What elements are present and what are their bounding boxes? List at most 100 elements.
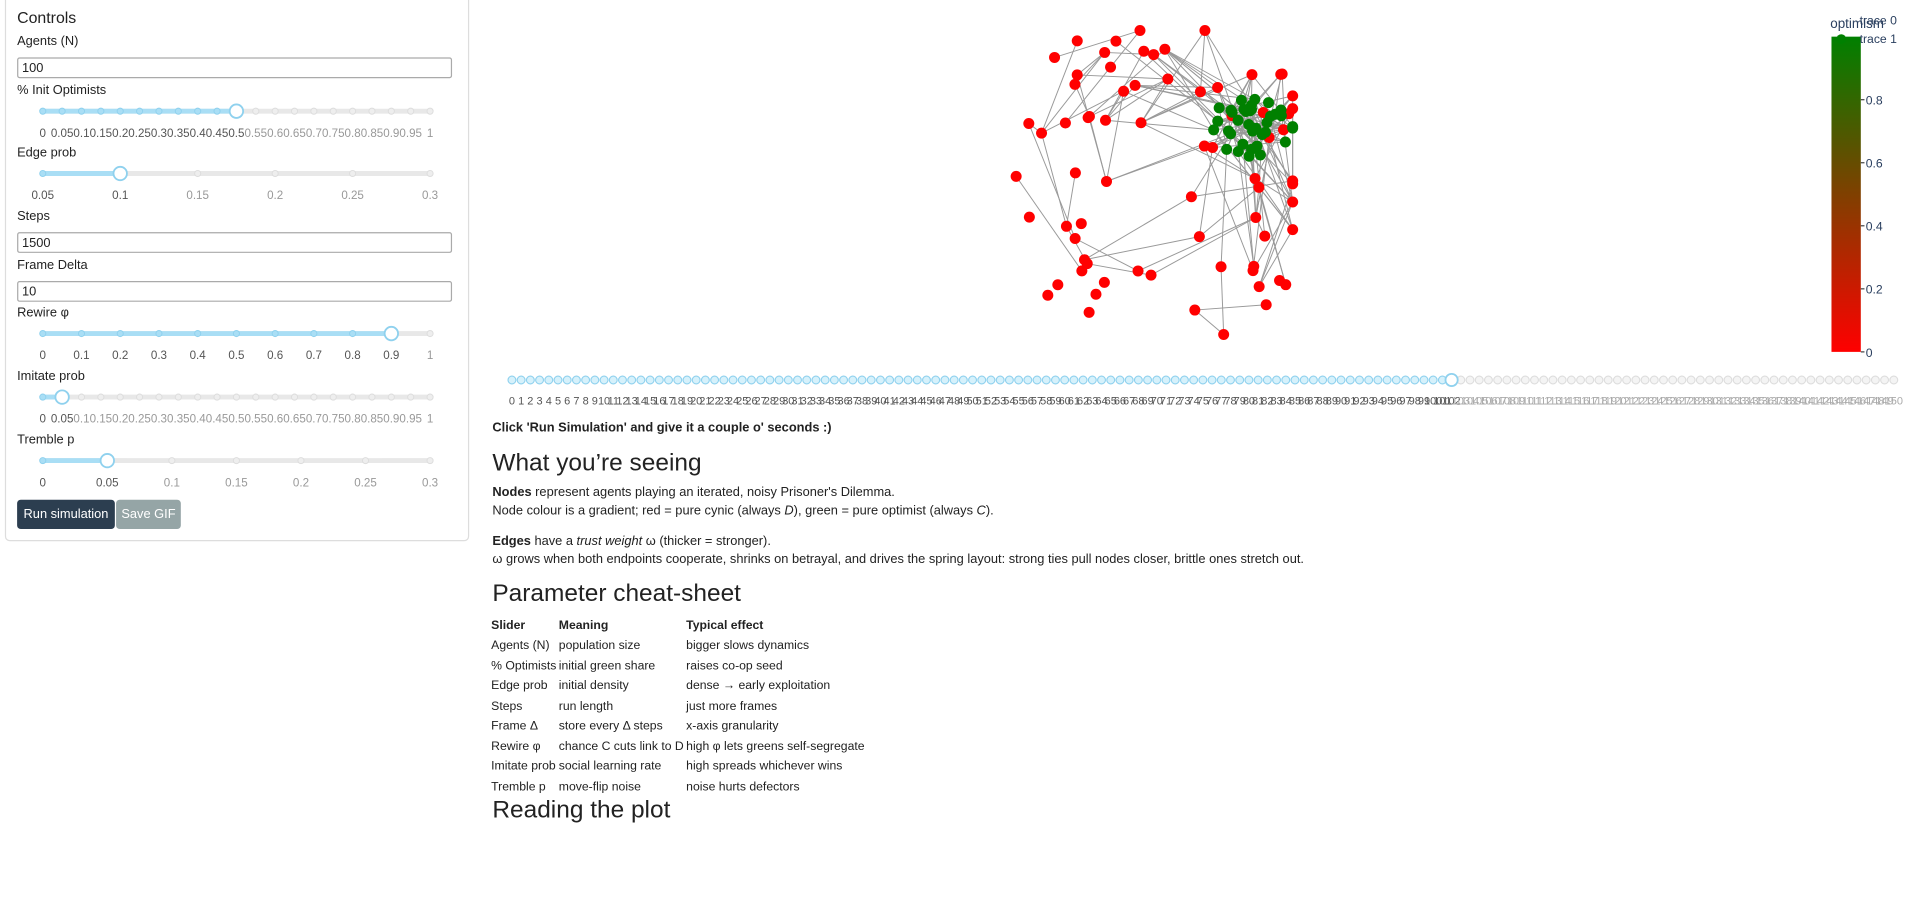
slider-tick-label: 0.95 [399, 127, 422, 140]
frame-tick-label: 15 [644, 395, 656, 407]
node [1226, 106, 1238, 118]
frame-tick-label: 71 [1160, 395, 1172, 407]
node [1134, 25, 1146, 37]
table-row: Frame Δ store every Δ steps x-axis granula… [491, 717, 867, 737]
save-gif-button[interactable]: Save GIF [116, 499, 181, 530]
frame-handle[interactable] [1444, 372, 1459, 388]
frame-tick-label: 19 [681, 395, 693, 407]
node [1287, 121, 1299, 133]
frame-tick-label: 60 [1059, 395, 1071, 407]
run-button[interactable]: Run simulation [17, 499, 115, 530]
legend-entry[interactable]: trace 0 [1860, 13, 1898, 27]
slider-tick-label: 0.1 [73, 413, 89, 426]
slider-tick-label: 0.05 [96, 476, 119, 489]
slider-tick-label: 0.25 [128, 413, 151, 426]
frame-tick [710, 375, 720, 385]
slider-tick [426, 330, 434, 338]
slider-tick [174, 393, 182, 401]
frame-tick [1207, 375, 1217, 385]
frame-tick [728, 375, 738, 385]
frame-tick-label: 57 [1031, 395, 1043, 407]
edge [1041, 40, 1078, 134]
node [1099, 46, 1111, 58]
node [1213, 102, 1225, 114]
slider-tick-label: 0.9 [383, 349, 399, 362]
edge [1105, 51, 1145, 121]
slider-handle[interactable] [383, 325, 399, 342]
number-input[interactable]: 10 [17, 281, 453, 302]
frame-tick [1474, 375, 1484, 385]
slider-tick-label: 0.35 [167, 413, 190, 426]
slider-tick-label: 0.2 [112, 413, 128, 426]
number-input[interactable]: 1500 [17, 232, 453, 253]
slider-tick [77, 393, 86, 401]
table-header: Slider Meaning Typical effect [491, 616, 867, 636]
edge [1105, 119, 1214, 131]
edge [1164, 48, 1218, 88]
frame-tick [940, 375, 950, 385]
edge [1270, 73, 1283, 117]
slider-tick-label: 0.3 [422, 189, 438, 202]
frame-tick [1373, 375, 1383, 385]
legend-entry[interactable]: trace 1 [1860, 32, 1898, 46]
slider-tick-label: 0.1 [164, 476, 180, 489]
frame-tick-label: 29 [773, 395, 785, 407]
slider-tick-label: 0.9 [383, 413, 399, 426]
slider-handle[interactable] [99, 452, 115, 469]
frame-tick [1566, 375, 1576, 385]
node [1159, 43, 1171, 55]
frame-tick [544, 375, 554, 385]
field-label: Edge prob [17, 145, 77, 161]
frame-tick [1741, 375, 1751, 385]
legend-marker [1836, 34, 1847, 44]
slider-handle[interactable] [112, 165, 128, 182]
slider-handle[interactable] [228, 103, 245, 119]
frame-tick-label: 109 [1507, 395, 1525, 407]
frame-tick-label: 41 [884, 395, 896, 407]
slider-tick-label: 0.4 [190, 127, 207, 140]
edge [1140, 30, 1206, 123]
frame-tick-label: 146 [1848, 395, 1866, 407]
table-row: % Optimists initial green share raises co-… [491, 656, 867, 676]
frame-tick [903, 375, 913, 385]
slider-tick-label: 0.05 [51, 413, 74, 426]
frame-tick [1097, 375, 1106, 385]
frame-tick-label: 37 [847, 395, 859, 407]
frame-tick-label: 107 [1488, 395, 1506, 407]
frame-tick [1760, 375, 1770, 385]
edge [1199, 186, 1260, 238]
edge [1065, 172, 1076, 227]
node [1256, 128, 1268, 140]
frame-tick [848, 375, 858, 385]
frame-tick [875, 375, 885, 385]
node [1162, 73, 1174, 85]
slider-tick-label: 0.75 [322, 127, 345, 140]
paragraph: Edges have a trust weight ω (thicker = s… [492, 534, 771, 549]
frame-tick [1051, 375, 1060, 385]
field-label: Frame Delta [17, 257, 88, 273]
paragraph: ω grows when both endpoints cooperate, s… [492, 552, 1304, 567]
frame-tick [1824, 375, 1834, 385]
number-input[interactable]: 100 [17, 57, 453, 79]
frame-tick [1502, 375, 1512, 385]
slider-tick [252, 393, 260, 401]
table-row: Agents (N) population size bigger slows dy… [491, 636, 867, 656]
node [1253, 281, 1265, 293]
frame-tick [1530, 375, 1539, 385]
frame-tick-label: 11 [608, 395, 619, 407]
slider-handle[interactable] [54, 389, 70, 405]
frame-tick-label: 140 [1793, 395, 1811, 407]
frame-tick-label: 122 [1627, 395, 1645, 407]
frame-tick-label: 24 [727, 395, 739, 407]
edge [1041, 52, 1106, 134]
frame-tick-label: 86 [1298, 395, 1310, 407]
cell: Frame Δ [491, 719, 539, 734]
node [1193, 231, 1205, 243]
frame-tick-label: 46 [930, 395, 942, 407]
cell: run length [558, 699, 614, 714]
slider-tick [77, 330, 86, 338]
frame-tick [958, 375, 968, 385]
frame-tick-label: 0 [509, 395, 515, 407]
